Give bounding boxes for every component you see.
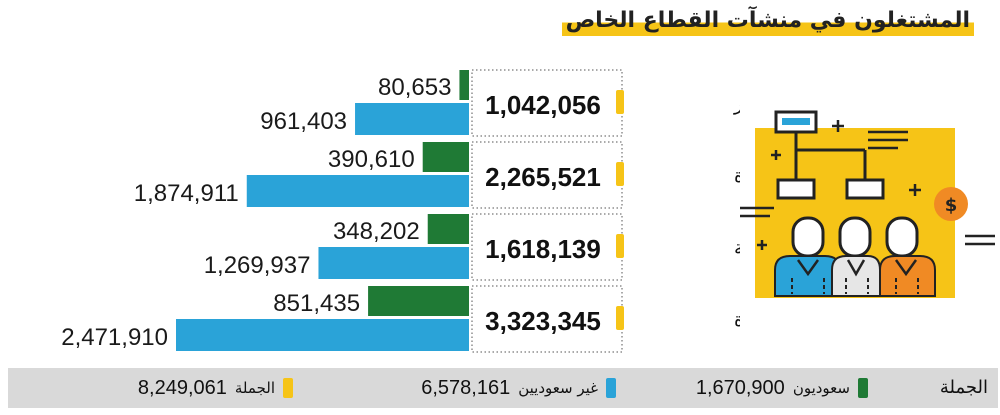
bar-label-saudi: 348,202 [333, 218, 420, 245]
bar-saudi [422, 142, 469, 172]
summary-heading: الجملة [939, 377, 988, 398]
bar-non-saudi [246, 175, 469, 207]
bar-non-saudi [355, 103, 469, 135]
total-value: 3,323,345 [485, 306, 601, 336]
summary-saudi-label: سعوديون [792, 379, 850, 397]
chart-title: المشتغلون في منشآت القطاع الخاص [561, 6, 974, 36]
total-marker [616, 162, 624, 186]
total-value: 1,618,139 [485, 234, 601, 264]
summary-saudi-value: 1,670,900 [695, 376, 785, 399]
bar-label-non-saudi: 961,403 [260, 108, 347, 135]
bar-label-saudi: 390,610 [328, 146, 415, 173]
svg-text:$: $ [945, 195, 958, 216]
non-saudi-swatch [606, 378, 616, 398]
total-marker [616, 306, 624, 330]
bar-non-saudi [176, 319, 469, 351]
summary-non-saudi-label: غير سعوديين [518, 379, 598, 397]
summary-total-label: الجملة [234, 379, 275, 397]
category-label: متناهية الصغر [733, 93, 740, 115]
bar-saudi [368, 286, 469, 316]
bar-saudi [459, 70, 469, 100]
summary-saudi: سعوديون 1,670,900 [696, 368, 868, 408]
summary-total-value: 8,249,061 [137, 376, 227, 399]
bar-chart: 80,653 961,403 1,042,056 متناهية الصغر 390,6… [61, 69, 740, 353]
summary-non-saudi: غير سعوديين 6,578,161 [421, 368, 616, 408]
total-swatch [283, 378, 293, 398]
bar-label-saudi: 80,653 [378, 74, 451, 101]
total-value: 2,265,521 [485, 162, 601, 192]
bar-non-saudi [318, 247, 469, 279]
category-label: كبيرة [734, 309, 740, 331]
category-label: متوسطة [734, 237, 740, 259]
summary-non-saudi-value: 6,578,161 [421, 376, 511, 399]
total-marker [616, 90, 624, 114]
bar-label-non-saudi: 1,269,937 [204, 252, 311, 279]
bar-label-non-saudi: 2,471,910 [61, 324, 168, 351]
bar-label-saudi: 851,435 [273, 290, 360, 317]
saudi-swatch [858, 378, 868, 398]
people-icon [774, 216, 936, 297]
bar-saudi [427, 214, 469, 244]
dollar-coin-icon: $ [934, 187, 968, 221]
total-marker [616, 234, 624, 258]
total-value: 1,042,056 [485, 90, 601, 120]
summary-bar: الجملة سعوديون 1,670,900 غير سعوديين 6,5… [8, 368, 998, 408]
org-chart-icon: $ [740, 110, 995, 298]
bar-label-non-saudi: 1,874,911 [134, 180, 239, 207]
category-label: صغيرة [734, 165, 740, 187]
summary-total: الجملة 8,249,061 [138, 368, 293, 408]
